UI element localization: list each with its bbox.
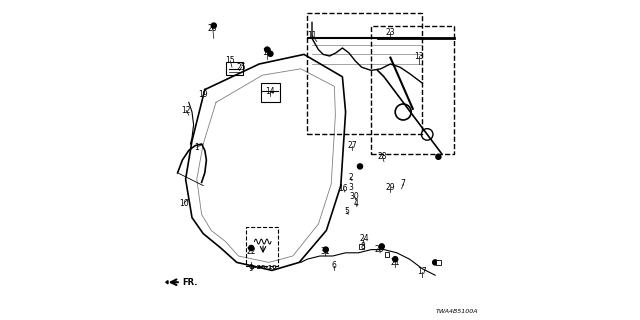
Circle shape — [393, 257, 398, 262]
Text: TWA4B5100A: TWA4B5100A — [436, 308, 479, 314]
Circle shape — [248, 245, 253, 251]
Text: 5: 5 — [344, 207, 349, 216]
Polygon shape — [166, 281, 168, 284]
Text: 6: 6 — [332, 261, 337, 270]
Text: 26: 26 — [208, 24, 218, 33]
Text: 7: 7 — [401, 180, 406, 188]
Bar — [307, 13, 422, 134]
Text: 20: 20 — [374, 245, 384, 254]
Circle shape — [268, 51, 273, 56]
Text: 22: 22 — [246, 247, 256, 256]
Text: 12: 12 — [182, 106, 191, 115]
Circle shape — [265, 47, 270, 52]
Text: 29: 29 — [385, 183, 396, 192]
Text: 19: 19 — [198, 90, 208, 99]
Bar — [371, 26, 454, 154]
Text: 28: 28 — [378, 152, 387, 161]
Circle shape — [357, 164, 362, 169]
Circle shape — [436, 154, 441, 159]
Text: 16: 16 — [339, 184, 348, 193]
Text: 18: 18 — [262, 48, 272, 57]
Bar — [261, 83, 280, 102]
Text: 4: 4 — [353, 199, 358, 208]
Circle shape — [433, 260, 438, 265]
Text: 11: 11 — [307, 31, 317, 40]
Circle shape — [323, 247, 328, 252]
Text: 9: 9 — [249, 264, 253, 273]
Text: 3: 3 — [348, 183, 353, 192]
Text: 14: 14 — [266, 87, 275, 96]
Bar — [436, 260, 440, 265]
Bar — [246, 227, 278, 266]
Text: 31: 31 — [320, 247, 330, 256]
Circle shape — [211, 23, 216, 28]
Bar — [385, 252, 389, 257]
Text: FR.: FR. — [182, 278, 198, 287]
Text: 30: 30 — [349, 192, 360, 201]
Text: 10: 10 — [179, 199, 189, 208]
Text: 15: 15 — [225, 56, 236, 65]
Text: 8: 8 — [361, 242, 365, 251]
Text: 13: 13 — [414, 52, 424, 60]
Text: 17: 17 — [417, 268, 428, 276]
Text: 23: 23 — [385, 28, 396, 36]
Circle shape — [379, 244, 384, 249]
Text: B-36-10: B-36-10 — [250, 265, 276, 270]
Text: 1: 1 — [195, 143, 199, 152]
Text: 27: 27 — [347, 141, 357, 150]
Bar — [226, 62, 243, 75]
Text: 24: 24 — [359, 234, 369, 243]
Bar — [360, 244, 364, 249]
Text: 21: 21 — [390, 258, 400, 267]
Text: 25: 25 — [237, 63, 246, 72]
Text: 2: 2 — [348, 173, 353, 182]
